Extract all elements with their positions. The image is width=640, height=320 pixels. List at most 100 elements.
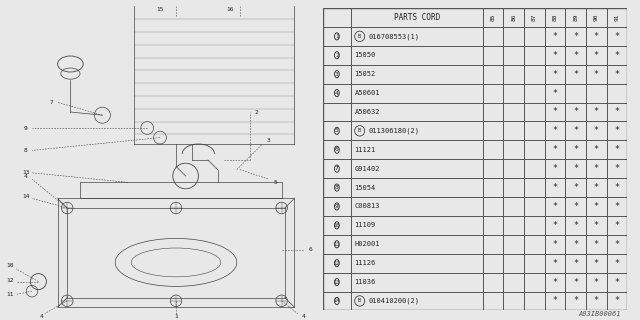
Text: 10: 10 <box>333 223 340 228</box>
Bar <box>586 65 607 84</box>
Bar <box>607 159 627 178</box>
Bar <box>586 27 607 46</box>
Bar <box>565 8 586 27</box>
Text: 11109: 11109 <box>355 222 376 228</box>
Text: *: * <box>614 202 620 211</box>
Text: *: * <box>614 51 620 60</box>
Text: *: * <box>552 32 557 41</box>
Bar <box>351 235 483 254</box>
Bar <box>565 27 586 46</box>
Text: PARTS CORD: PARTS CORD <box>394 13 440 22</box>
Text: *: * <box>614 221 620 230</box>
Text: *: * <box>594 183 599 192</box>
Text: 10: 10 <box>6 263 13 268</box>
Text: 6: 6 <box>335 147 339 152</box>
Bar <box>586 197 607 216</box>
Bar <box>607 292 627 310</box>
Bar <box>524 102 545 121</box>
Text: *: * <box>552 221 557 230</box>
Text: 8: 8 <box>24 148 28 153</box>
Bar <box>323 292 351 310</box>
Bar <box>504 140 524 159</box>
Text: *: * <box>614 145 620 154</box>
Bar <box>504 46 524 65</box>
Text: 85: 85 <box>491 14 495 21</box>
Bar <box>586 273 607 292</box>
Text: *: * <box>573 183 578 192</box>
Text: *: * <box>552 145 557 154</box>
Text: *: * <box>614 164 620 173</box>
Bar <box>586 216 607 235</box>
Text: B: B <box>358 299 361 303</box>
Bar <box>504 273 524 292</box>
Text: *: * <box>573 51 578 60</box>
Text: *: * <box>552 202 557 211</box>
Bar <box>351 254 483 273</box>
Text: *: * <box>552 51 557 60</box>
Bar <box>607 216 627 235</box>
Text: 11126: 11126 <box>355 260 376 266</box>
Text: 89: 89 <box>573 14 578 21</box>
Bar <box>524 216 545 235</box>
Text: *: * <box>573 164 578 173</box>
Text: 13: 13 <box>22 170 29 175</box>
Text: 15054: 15054 <box>355 185 376 190</box>
Bar <box>524 65 545 84</box>
Bar <box>565 178 586 197</box>
Text: *: * <box>594 240 599 249</box>
Bar <box>351 121 483 140</box>
Bar <box>607 65 627 84</box>
Bar <box>607 254 627 273</box>
Text: 86: 86 <box>511 14 516 21</box>
Bar <box>323 197 351 216</box>
Text: 9: 9 <box>24 125 28 131</box>
Bar <box>483 84 504 102</box>
Bar <box>545 84 565 102</box>
Bar <box>323 8 351 27</box>
Bar <box>323 102 351 121</box>
Text: 11036: 11036 <box>355 279 376 285</box>
Bar <box>504 121 524 140</box>
Bar <box>483 121 504 140</box>
Text: *: * <box>552 259 557 268</box>
Text: B: B <box>358 128 361 133</box>
Text: *: * <box>573 296 578 306</box>
Bar <box>565 197 586 216</box>
Bar <box>586 235 607 254</box>
Bar <box>524 273 545 292</box>
Text: *: * <box>614 70 620 79</box>
Bar <box>483 235 504 254</box>
Bar <box>504 292 524 310</box>
Text: *: * <box>614 183 620 192</box>
Text: *: * <box>594 51 599 60</box>
Text: *: * <box>614 277 620 286</box>
Bar <box>323 65 351 84</box>
Text: 4: 4 <box>302 314 306 319</box>
Bar <box>483 46 504 65</box>
Text: *: * <box>552 164 557 173</box>
Bar <box>607 121 627 140</box>
Bar <box>545 8 565 27</box>
Bar <box>524 197 545 216</box>
Bar <box>545 235 565 254</box>
Text: *: * <box>552 296 557 306</box>
Text: 15052: 15052 <box>355 71 376 77</box>
Bar <box>607 178 627 197</box>
Text: 4: 4 <box>40 314 44 319</box>
Text: A50601: A50601 <box>355 90 380 96</box>
Bar <box>504 216 524 235</box>
Text: 12: 12 <box>6 277 13 283</box>
Bar <box>351 197 483 216</box>
Bar <box>504 84 524 102</box>
Text: *: * <box>594 296 599 306</box>
Bar <box>351 273 483 292</box>
Bar <box>323 178 351 197</box>
Bar <box>586 46 607 65</box>
Bar <box>351 178 483 197</box>
Text: *: * <box>573 70 578 79</box>
Text: 11: 11 <box>6 292 13 297</box>
Text: 9: 9 <box>335 204 339 209</box>
Text: G91402: G91402 <box>355 166 380 172</box>
Bar <box>323 216 351 235</box>
Bar <box>607 102 627 121</box>
